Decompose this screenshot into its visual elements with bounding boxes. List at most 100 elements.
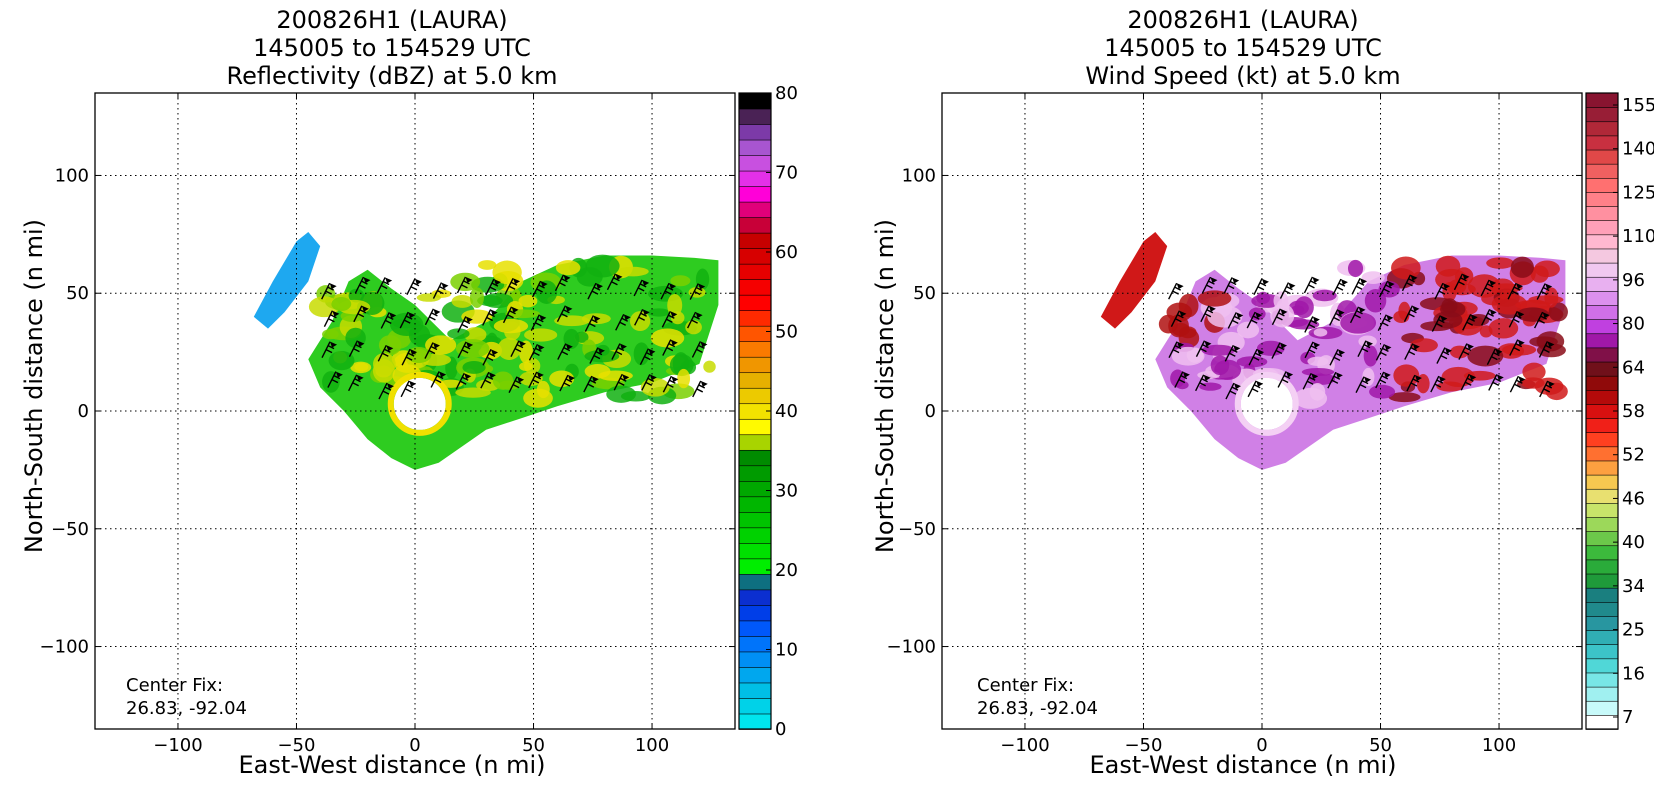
wind-barb-flag xyxy=(669,283,677,290)
field-cell xyxy=(518,340,533,364)
wind-barb xyxy=(615,313,629,331)
wind-barb xyxy=(662,339,676,356)
colorbar-segment xyxy=(738,278,772,296)
field-cell xyxy=(322,329,339,340)
panel-2: −100 −50 0 50 100 −100 −50 0 50 100 7 16 25 34 40 46 52 5… xyxy=(887,92,1654,756)
wind-barb-flag xyxy=(1386,314,1394,321)
wind-barb-flag xyxy=(1517,311,1525,318)
colorbar-tick-label: 155 xyxy=(1622,95,1654,116)
wind-barb xyxy=(662,375,676,393)
colorbar-segment xyxy=(1585,290,1619,306)
colorbar-segment xyxy=(1585,446,1619,462)
wind-barb-flag xyxy=(1545,283,1553,290)
colorbar-tick-label: 0 xyxy=(775,719,786,740)
wind-barb xyxy=(1329,309,1342,326)
colorbar-segment xyxy=(738,92,772,110)
wind-barb xyxy=(424,308,438,326)
field-cell xyxy=(1347,259,1364,278)
wind-barb xyxy=(502,306,516,324)
wind-barb-flag xyxy=(623,314,631,321)
wind-barb-flag xyxy=(1469,374,1477,381)
colorbar-tick-label: 10 xyxy=(775,640,798,661)
wind-barb xyxy=(1304,316,1318,333)
wind-barb xyxy=(1377,314,1391,332)
colorbar-segment xyxy=(1585,361,1619,377)
wind-barb-flag xyxy=(1414,375,1422,382)
wind-barb-flag xyxy=(357,340,365,347)
wind-barb xyxy=(1271,342,1285,359)
field-cell xyxy=(1313,328,1328,337)
colorbar-segment xyxy=(1585,431,1619,448)
field-cell xyxy=(1236,356,1268,368)
wind-barb-flag xyxy=(1360,278,1368,285)
colorbar-tick-label: 70 xyxy=(775,163,798,184)
wind-barb xyxy=(430,371,444,388)
field-cell xyxy=(1388,392,1421,403)
field-cell xyxy=(392,318,422,329)
panel-1-title-line-1: 200826H1 (LAURA) xyxy=(276,6,508,34)
wind-barb xyxy=(557,343,571,360)
panel-2-colorbar: 7 16 25 34 40 46 52 58 64 80 96 110 125 140 155 xyxy=(1585,92,1654,730)
colorbar-tick-label: 20 xyxy=(775,560,798,581)
colorbar-tick-label: 25 xyxy=(1622,620,1645,641)
field-cell xyxy=(554,315,590,327)
wind-barb xyxy=(510,340,524,357)
panel-2-y-axis-label: North-South distance (n mi) xyxy=(871,218,899,554)
colorbar-segment xyxy=(1585,120,1619,137)
field-cell xyxy=(584,364,611,379)
wind-barb-flag xyxy=(1279,342,1287,349)
colorbar-tick-label: 58 xyxy=(1622,401,1645,422)
colorbar-tick-label: 80 xyxy=(1622,314,1645,335)
wind-barb xyxy=(556,305,570,323)
wind-barb-flag xyxy=(1489,309,1497,316)
field-cell xyxy=(1201,344,1236,356)
colorbar-segment xyxy=(1585,248,1619,264)
field-cell xyxy=(1467,274,1501,298)
field-cell xyxy=(373,352,396,375)
x-tick-label: 0 xyxy=(1256,735,1267,756)
colorbar-segment xyxy=(1585,530,1619,547)
field-cell xyxy=(1534,260,1560,278)
field-cell xyxy=(1307,356,1329,366)
field-cell xyxy=(555,260,581,276)
field-cell xyxy=(518,294,538,308)
wind-barb-flag xyxy=(517,376,525,383)
wind-barb xyxy=(613,373,627,391)
field-cell xyxy=(1179,326,1197,339)
wind-barb-flag xyxy=(1365,340,1373,347)
wind-barb xyxy=(1224,344,1238,362)
wind-barb xyxy=(587,282,601,300)
wind-barb-flag xyxy=(565,305,573,312)
colorbar-tick-label: 40 xyxy=(1622,532,1645,553)
panel-2-center-fix: Center Fix: 26.83, -92.04 xyxy=(977,674,1098,720)
colorbar-segment xyxy=(1585,615,1619,631)
wind-barb xyxy=(354,276,368,294)
wind-barb-flag xyxy=(622,374,630,381)
wind-barb xyxy=(1509,339,1523,356)
field-cell xyxy=(1362,367,1375,386)
colorbar-segment xyxy=(738,387,772,405)
field-cell xyxy=(549,370,575,388)
wind-barb xyxy=(1430,375,1444,393)
field-cell xyxy=(350,361,372,374)
wind-barb-flag xyxy=(441,282,449,289)
wind-barb xyxy=(584,315,598,332)
field-cell xyxy=(492,371,514,390)
field-cell xyxy=(536,380,550,399)
field-cell xyxy=(669,354,694,377)
wind-barb-flag xyxy=(356,374,364,381)
colorbar-tick-label: 52 xyxy=(1622,445,1645,466)
panel-2-title: 200826H1 (LAURA) 145005 to 154529 UTC Wi… xyxy=(893,6,1593,90)
wind-barb-flag xyxy=(648,348,656,355)
wind-barb-flag xyxy=(1518,376,1526,383)
wind-barb-flag xyxy=(465,316,473,323)
field-cell xyxy=(447,328,470,340)
wind-barb xyxy=(1404,343,1418,360)
panel-2-field xyxy=(1100,232,1568,470)
wind-barb-flag xyxy=(563,274,571,281)
colorbar-segment xyxy=(1585,417,1619,434)
panel-1-center-fix: Center Fix: 26.83, -92.04 xyxy=(126,674,247,720)
x-tick-label: −100 xyxy=(1000,735,1049,756)
colorbar-segment xyxy=(738,139,772,156)
